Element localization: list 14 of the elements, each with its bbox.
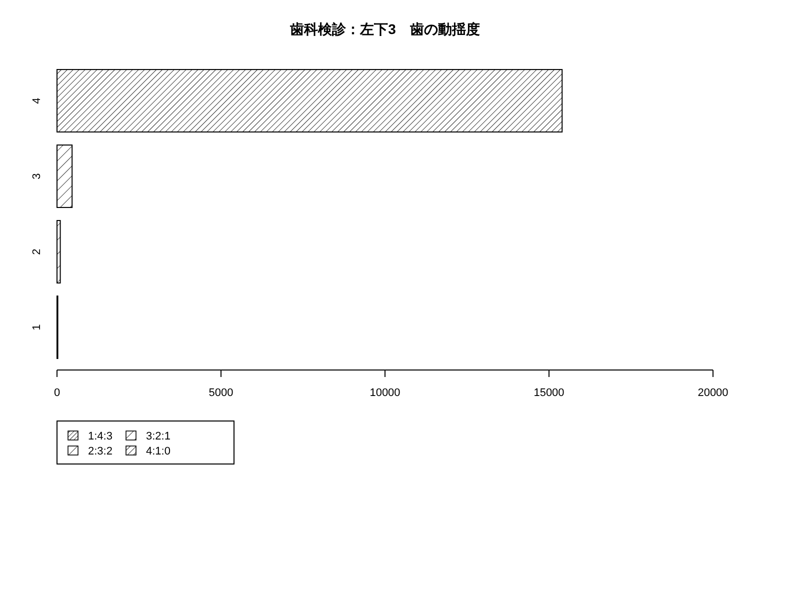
x-tick-label: 5000 — [208, 387, 234, 399]
title: 歯科検診：左下3 歯の動揺度 — [290, 21, 480, 37]
x-tick-label: 15000 — [534, 387, 564, 399]
y-tick-label: 2 — [31, 248, 43, 255]
legend-label: 4:1:0 — [146, 446, 170, 458]
legend-label: 2:3:2 — [88, 446, 112, 458]
y-tick-label: 1 — [31, 324, 43, 330]
y-tick-label: 4 — [31, 98, 43, 104]
legend-label: 3:2:1 — [146, 430, 170, 442]
y-tick-label: 3 — [31, 173, 43, 180]
x-tick-label: 10000 — [370, 387, 400, 399]
x-tick-label: 20000 — [698, 387, 728, 399]
x-tick-label: 0 — [54, 387, 60, 399]
legend-label: 1:4:3 — [88, 430, 112, 442]
